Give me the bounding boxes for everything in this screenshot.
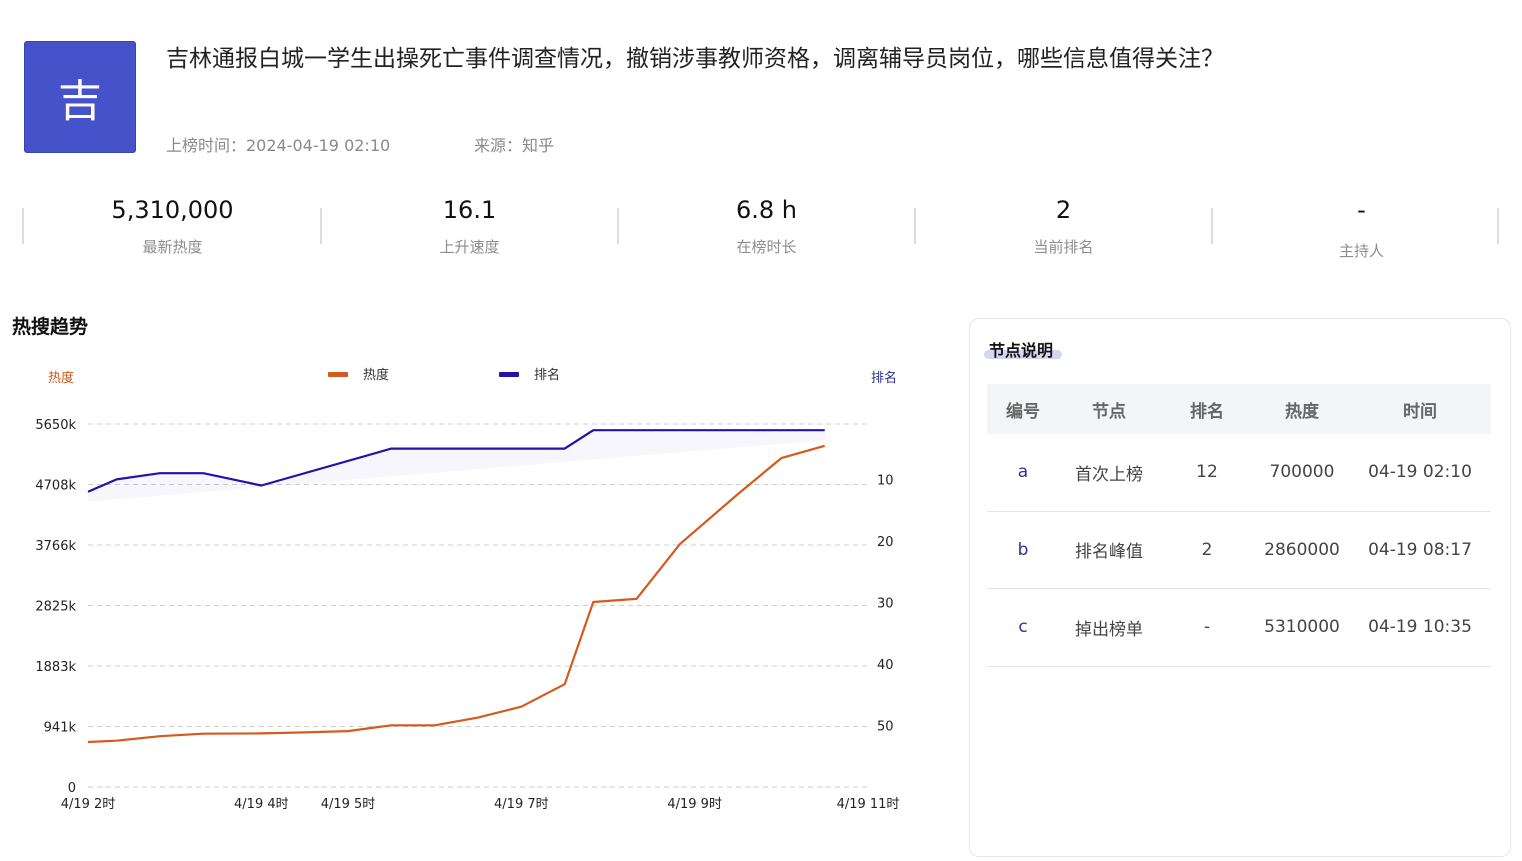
table-header: 编号 节点 排名 热度 时间 [987, 384, 1491, 434]
header-cell: 时间 [1403, 401, 1437, 422]
list-time: 上榜时间：2024-04-19 02:10 [166, 136, 391, 155]
stats-bar: 5,310,000 最新热度 16.1 上升速度 6.8 h 在榜时长 2 当前… [0, 190, 1522, 270]
header-cell: 编号 [1006, 401, 1040, 422]
stat-label: 主持人 [1338, 242, 1384, 260]
node-rank: 2 [1201, 539, 1213, 560]
stat-divider [617, 208, 619, 244]
header-cell: 排名 [1190, 401, 1224, 422]
trend-title: 热搜趋势 [12, 316, 89, 338]
right-tick-label: 40 [877, 658, 894, 673]
right-axis-title: 排名 [871, 370, 897, 386]
stat-label: 最新热度 [142, 238, 203, 256]
stat-value: 2 [1055, 196, 1072, 224]
right-tick-label: 10 [877, 473, 894, 488]
node-rank: - [1203, 617, 1211, 638]
trend-chart: 0 941k 1883k 2825k 3766k 4708k 5650k 10 20 30 40 5… [35, 367, 900, 812]
node-id: a [1017, 462, 1029, 483]
stat-heat: 5,310,000 最新热度 [24, 190, 321, 270]
stat-label: 当前排名 [1033, 238, 1094, 256]
stat-host: - 主持人 [1213, 190, 1510, 270]
node-id: c [1018, 617, 1028, 638]
stat-divider [1211, 208, 1213, 244]
node-table: 编号 节点 排名 热度 时间 a 首次上榜 12 700000 04-19 02… [987, 384, 1491, 667]
x-tick-label: 4/19 9时 [667, 797, 722, 812]
stat-label: 上升速度 [439, 238, 500, 256]
left-tick-label: 3766k [35, 539, 76, 554]
stat-label: 在榜时长 [736, 238, 797, 256]
avatar-char: 吉 [58, 76, 102, 127]
stat-rank: 2 当前排名 [915, 190, 1212, 270]
table-row: a 首次上榜 12 700000 04-19 02:10 [987, 434, 1491, 512]
header-cell: 节点 [1092, 401, 1126, 422]
node-label: 首次上榜 [1075, 464, 1143, 485]
x-tick-label: 4/19 11时 [837, 797, 900, 812]
node-time: 04-19 10:35 [1368, 617, 1472, 638]
title-underline [984, 350, 1062, 359]
x-tick-label: 4/19 2时 [61, 797, 116, 812]
panel-title: 节点说明 [989, 341, 1054, 360]
rank-series-line [87, 429, 825, 493]
node-id: b [1017, 539, 1029, 560]
left-tick-label: 0 [68, 781, 76, 796]
left-tick-label: 2825k [35, 600, 76, 615]
x-tick-label: 4/19 4时 [234, 797, 289, 812]
page-title: 吉林通报白城一学生出操死亡事件调查情况，撤销涉事教师资格，调离辅导员岗位，哪些信… [166, 46, 1224, 72]
stat-value: 6.8 h [735, 196, 797, 224]
node-label: 排名峰值 [1075, 542, 1143, 563]
x-tick-label: 4/19 7时 [494, 797, 549, 812]
table-row: c 掉出榜单 - 5310000 04-19 10:35 [987, 589, 1491, 667]
left-axis-title: 热度 [48, 370, 74, 386]
stat-speed: 16.1 上升速度 [321, 190, 618, 270]
left-tick-label: 941k [44, 721, 77, 736]
node-rank: 12 [1196, 462, 1218, 483]
legend-label: 热度 [363, 367, 389, 383]
rank-area [88, 430, 825, 502]
stat-divider [22, 208, 24, 244]
stat-divider [320, 208, 322, 244]
heat-series-line [87, 444, 825, 744]
stat-value: 5,310,000 [111, 196, 234, 224]
left-tick-label: 5650k [35, 418, 76, 433]
node-time: 04-19 02:10 [1368, 462, 1472, 483]
node-panel: 节点说明 编号 节点 排名 热度 时间 a 首次上榜 12 700000 04-… [969, 318, 1511, 857]
stat-duration: 6.8 h 在榜时长 [618, 190, 915, 270]
stat-value: - [1357, 196, 1366, 224]
right-tick-label: 20 [877, 535, 894, 550]
node-heat: 2860000 [1264, 539, 1340, 560]
node-label: 掉出榜单 [1075, 619, 1143, 640]
legend-label: 排名 [534, 367, 560, 383]
right-tick-label: 50 [877, 719, 894, 734]
legend-swatch [328, 372, 348, 377]
left-tick-label: 1883k [35, 660, 76, 675]
node-heat: 5310000 [1264, 617, 1340, 638]
source-label: 来源：知乎 [474, 136, 555, 155]
left-tick-label: 4708k [35, 479, 76, 494]
stat-divider [914, 208, 916, 244]
topic-avatar: 吉 [24, 41, 136, 153]
legend-swatch [499, 372, 519, 377]
right-tick-label: 30 [877, 596, 894, 611]
node-time: 04-19 08:17 [1368, 539, 1472, 560]
stat-value: 16.1 [442, 196, 497, 224]
stat-divider [1497, 208, 1499, 244]
table-row: b 排名峰值 2 2860000 04-19 08:17 [987, 512, 1491, 589]
node-heat: 700000 [1269, 462, 1335, 483]
header-cell: 热度 [1285, 401, 1319, 422]
x-tick-label: 4/19 5时 [321, 797, 376, 812]
